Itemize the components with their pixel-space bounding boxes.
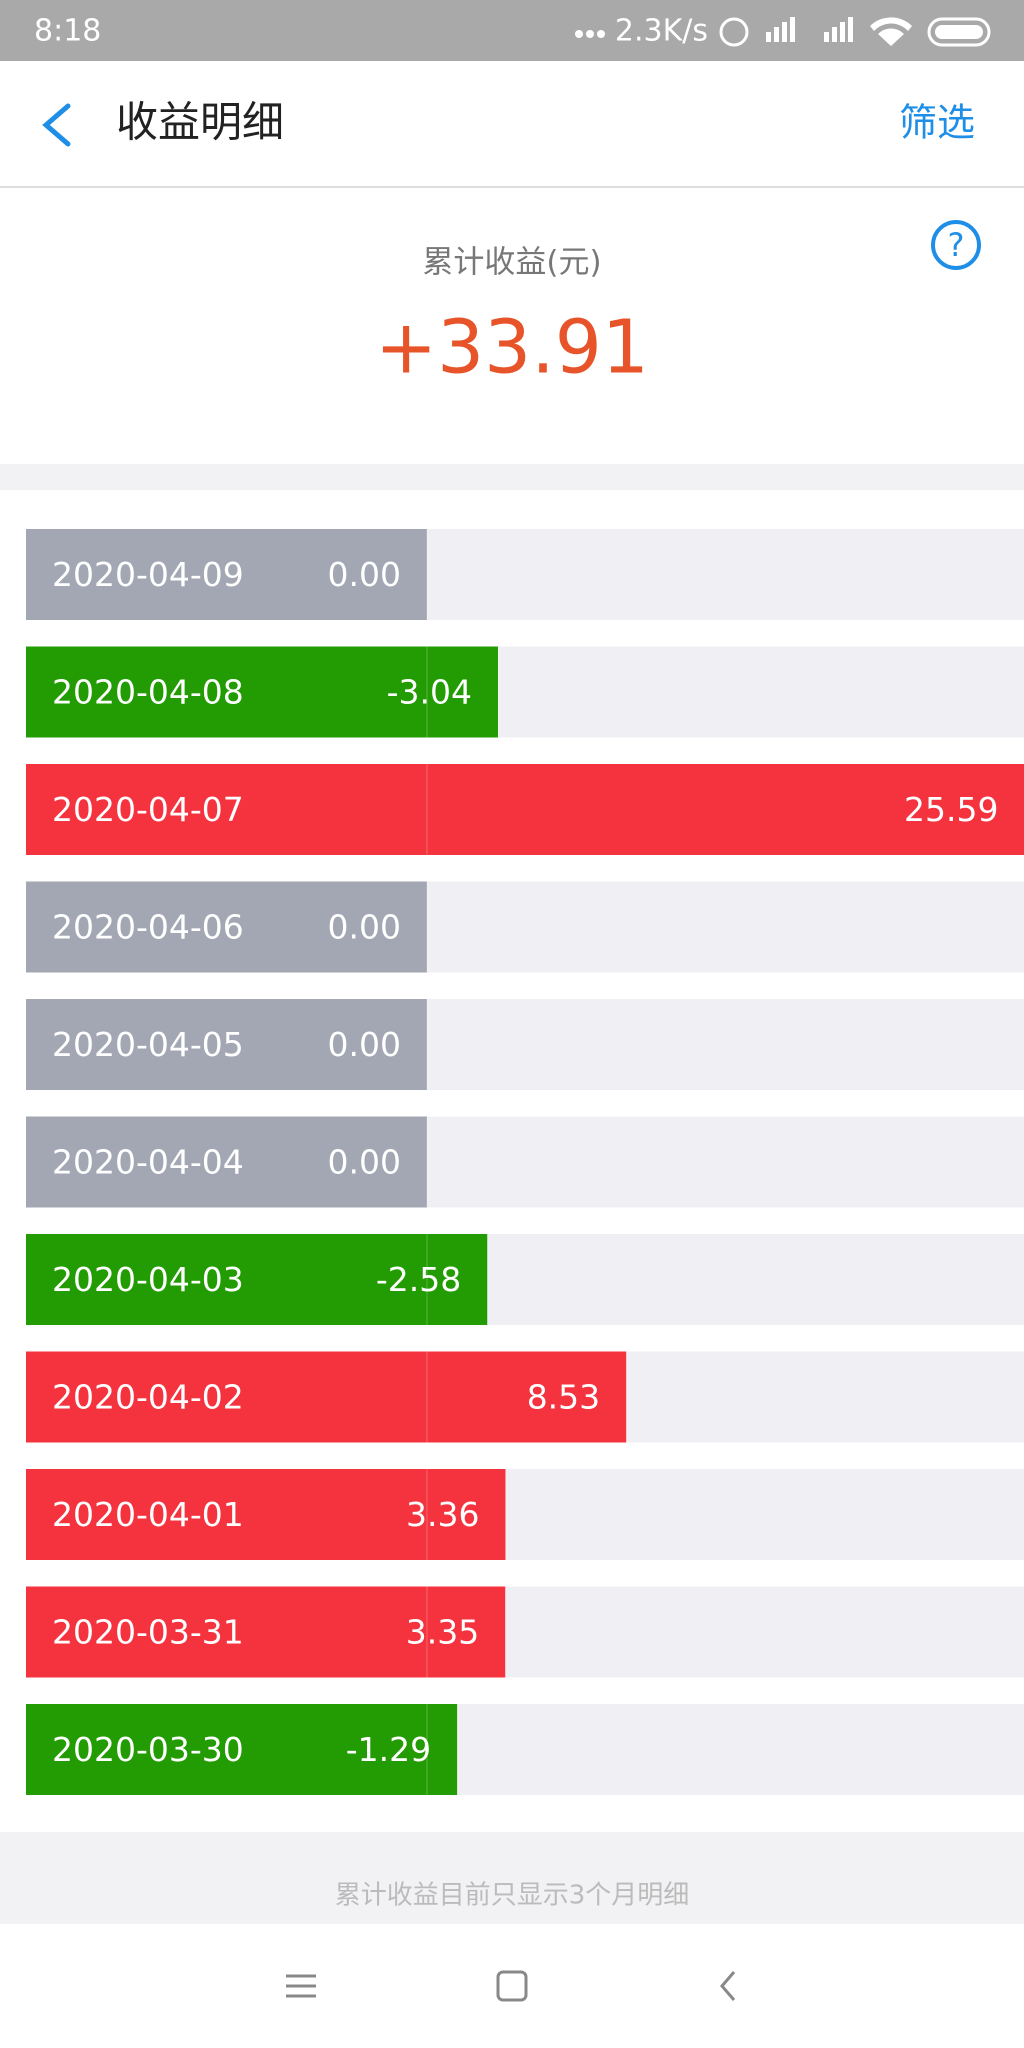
filter-button[interactable]: 筛选 — [899, 101, 975, 145]
row-date: 2020-04-05 — [52, 1025, 244, 1064]
row-date: 2020-04-08 — [52, 673, 244, 712]
bar — [26, 1116, 427, 1208]
home-button[interactable] — [496, 1970, 528, 2002]
status-network: 2.3K/s — [615, 14, 708, 49]
status-bar — [0, 0, 1024, 61]
row-date: 2020-04-07 — [52, 790, 244, 829]
help-icon: ? — [948, 226, 965, 264]
menu-button[interactable] — [286, 1974, 316, 1998]
row-value: -1.29 — [346, 1730, 431, 1769]
row-value: 3.35 — [406, 1613, 479, 1652]
row-date: 2020-04-02 — [52, 1378, 244, 1417]
back-nav-button[interactable] — [720, 1971, 736, 2001]
row-date: 2020-04-01 — [52, 1495, 244, 1534]
back-button[interactable] — [42, 103, 71, 147]
page-title: 收益明细 — [116, 98, 284, 147]
bar — [26, 1469, 506, 1560]
row-date: 2020-04-03 — [52, 1260, 244, 1299]
system-nav — [0, 1924, 1024, 2048]
total-label: 累计收益(元) — [422, 245, 601, 281]
row-value: 0.00 — [328, 908, 401, 947]
footer-area — [0, 1832, 1024, 1924]
status-time: 8:18 — [34, 14, 101, 49]
row-date: 2020-04-04 — [52, 1143, 244, 1182]
row-value: -3.04 — [387, 673, 472, 712]
row-date: 2020-03-30 — [52, 1730, 244, 1769]
bar — [26, 764, 1024, 855]
row-date: 2020-04-09 — [52, 555, 244, 594]
help-button[interactable]: ? — [931, 220, 981, 270]
system-nav-buttons — [286, 1970, 736, 2002]
footer-note: 累计收益目前只显示3个月明细 — [335, 1881, 690, 1911]
bar — [26, 1234, 488, 1325]
bar — [26, 646, 498, 738]
row-date: 2020-03-31 — [52, 1613, 244, 1652]
row-value: 8.53 — [527, 1378, 600, 1417]
bar — [26, 1586, 506, 1678]
row-value: 0.00 — [328, 1143, 401, 1182]
row-date: 2020-04-06 — [52, 908, 244, 947]
help-circle — [931, 220, 981, 270]
total-value: +33.91 — [375, 305, 649, 391]
bar — [26, 1351, 627, 1443]
status-icons — [575, 17, 991, 47]
row-value: 3.36 — [406, 1495, 479, 1534]
section-gap — [0, 464, 1024, 490]
bar — [26, 1704, 458, 1795]
bar — [26, 999, 427, 1090]
bar — [26, 529, 427, 620]
bar — [26, 881, 427, 973]
nav-header — [0, 61, 1024, 187]
row-value: 0.00 — [328, 555, 401, 594]
income-list: 2020-04-09 0.00 2020-04-08 -3.04 2020-04-07 2… — [26, 529, 1024, 1795]
row-value: -2.58 — [376, 1260, 461, 1299]
row-value: 0.00 — [328, 1025, 401, 1064]
row-value: 25.59 — [904, 790, 998, 829]
